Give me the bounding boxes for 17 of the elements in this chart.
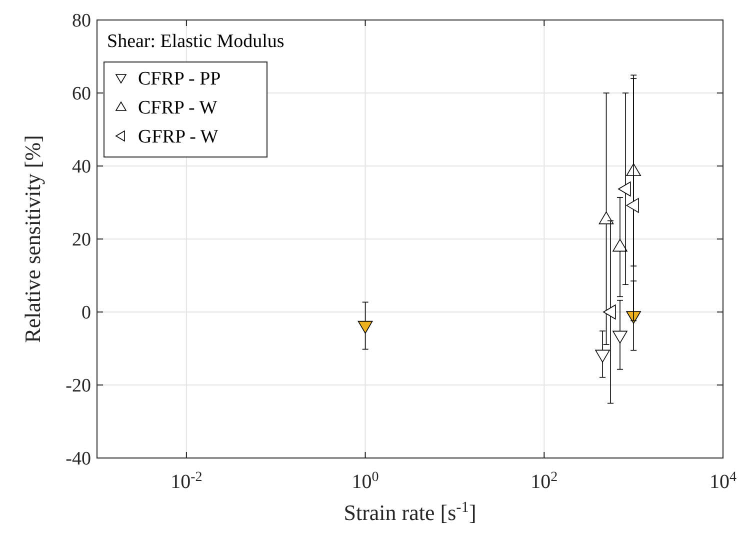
x-tick-label: 10$^{2}$ xyxy=(530,470,558,493)
text: Shear: Elastic Modulus xyxy=(107,31,284,52)
y-tick-label: 60 xyxy=(72,84,91,105)
y-axis-title: Relative sensitivity [%] xyxy=(20,135,45,343)
y-tick-label: 0 xyxy=(82,302,91,324)
x-tick-label: 10$^{4}$ xyxy=(710,470,736,493)
legend-label: CFRP - W xyxy=(138,98,218,119)
x-axis-title: Strain rate [s$^{-1}$] xyxy=(344,498,476,525)
y-tick-label: 40 xyxy=(72,156,91,178)
y-tick-label: -40 xyxy=(66,448,91,470)
x-tick-label: 10$^{-2}$ xyxy=(170,470,202,493)
legend-label: GFRP - W xyxy=(138,126,218,148)
legend-label: CFRP - PP xyxy=(138,68,221,90)
y-tick-label: 20 xyxy=(72,230,91,251)
y-tick-label: -20 xyxy=(66,376,91,397)
y-tick-label: 80 xyxy=(72,10,91,32)
x-tick-label: 10$^{0}$ xyxy=(352,470,379,493)
